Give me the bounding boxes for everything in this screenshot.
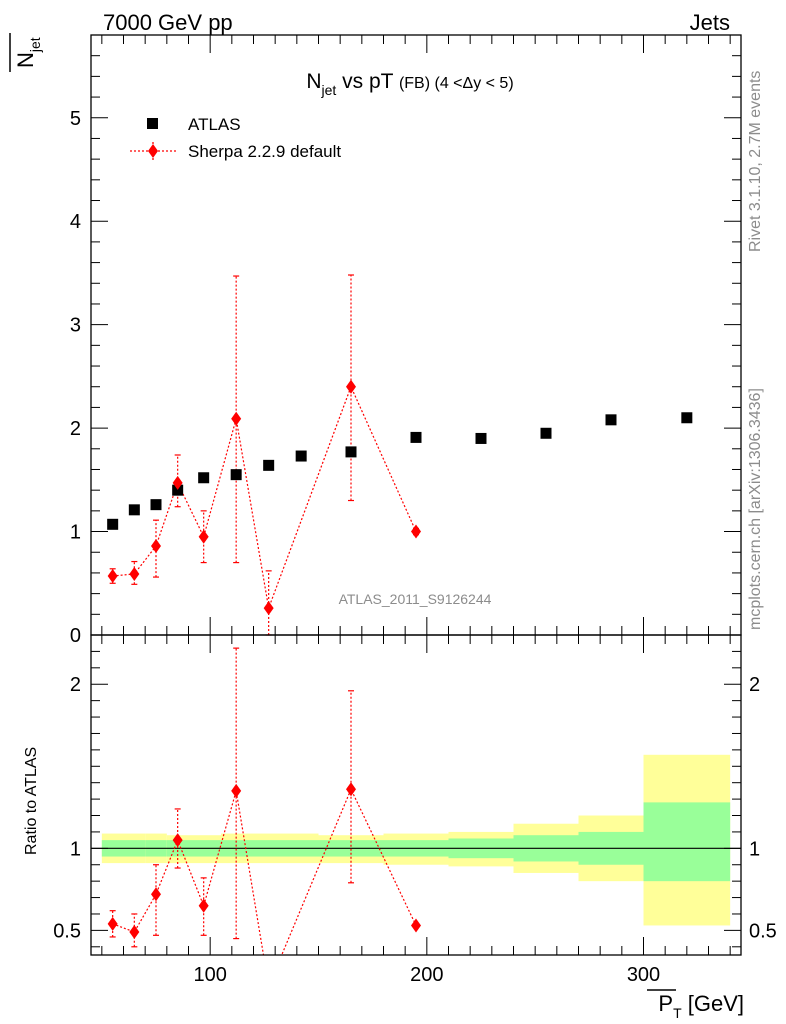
analysis-watermark: ATLAS_2011_S9126244: [339, 591, 492, 607]
sherpa-data-point: [172, 475, 183, 490]
ratio-sherpa-data-point: [231, 783, 242, 798]
atlas-data-point: [198, 472, 210, 484]
sherpa-data-point: [231, 411, 242, 426]
atlas-data-point: [475, 432, 487, 444]
atlas-data-point: [128, 504, 140, 516]
atlas-data-point: [345, 446, 357, 458]
svg-text:Njet: Njet: [13, 37, 43, 68]
ratio-sherpa-data-point: [172, 833, 183, 848]
sherpa-data-point: [263, 601, 274, 616]
legend: ATLAS Sherpa 2.2.9 default: [130, 115, 341, 161]
atlas-data-point: [107, 518, 119, 530]
header-right: Jets: [690, 10, 730, 35]
ratio-sherpa-data-point: [151, 887, 161, 902]
ratio-y-tick-label-left: 0.5: [53, 920, 81, 942]
rivet-label: Rivet 3.1.10, 2.7M events: [747, 71, 764, 252]
y-tick-label: 2: [70, 418, 81, 440]
atlas-data-point: [295, 450, 307, 462]
ratio-y-tick-label-left: 1: [70, 838, 81, 860]
legend-sherpa-label: Sherpa 2.2.9 default: [188, 142, 341, 161]
sherpa-data-point: [411, 524, 421, 539]
y-tick-label: 4: [70, 211, 81, 233]
atlas-data-point: [230, 469, 242, 481]
mcplots-label: mcplots.cern.ch [arXiv:1306.3436]: [747, 388, 764, 630]
atlas-data-point: [172, 484, 184, 496]
uncertainty-band-stat: [643, 802, 731, 882]
ratio-y-tick-label-right: 2: [749, 674, 760, 696]
ratio-y-axis-label: Ratio to ATLAS: [23, 747, 40, 855]
ratio-sherpa-data-point: [129, 925, 140, 940]
sherpa-data-point: [107, 569, 118, 584]
atlas-data-point: [410, 431, 422, 443]
ratio-sherpa-data-point: [346, 782, 356, 797]
y-tick-label: 0: [70, 625, 81, 647]
sherpa-connecting-line: [112, 385, 417, 611]
atlas-data-point: [540, 427, 552, 439]
ratio-sherpa-data-point: [411, 918, 421, 933]
ratio-sherpa-connecting-line: [112, 787, 417, 955]
sherpa-data-point: [198, 529, 209, 544]
atlas-data-point: [605, 414, 617, 426]
atlas-data-point: [681, 412, 693, 424]
svg-text:PT [GeV]: PT [GeV]: [658, 991, 744, 1021]
legend-atlas-label: ATLAS: [188, 115, 241, 134]
main-title: Njet vs pT (FB) (4 <Δy < 5): [306, 70, 513, 98]
atlas-data-point: [263, 459, 275, 471]
ratio-sherpa-data-point: [107, 916, 118, 931]
ratio-y-tick-label-right: 0.5: [749, 920, 777, 942]
sherpa-data-point: [346, 379, 356, 394]
ratio-sherpa-data-point: [198, 898, 209, 913]
x-tick-label: 100: [193, 964, 226, 986]
sherpa-data-point: [129, 566, 140, 581]
ratio-panel: 0.5 0.5 1 1 2 2 100 200 300 Ratio to ATLAS PT [G…: [23, 634, 777, 1021]
y-tick-label: 5: [70, 108, 81, 130]
x-axis-label: PT [GeV]: [647, 989, 744, 1021]
header-left: 7000 GeV pp: [103, 10, 233, 35]
ratio-frame: [90, 634, 742, 956]
y-tick-label: 1: [70, 522, 81, 544]
x-tick-label: 300: [627, 964, 660, 986]
ratio-y-tick-label-left: 2: [70, 674, 81, 696]
x-tick-label: 200: [410, 964, 443, 986]
legend-sherpa-marker: [148, 144, 158, 158]
ratio-y-tick-label-right: 1: [749, 838, 760, 860]
atlas-data-point: [150, 499, 162, 511]
y-tick-label: 3: [70, 315, 81, 337]
main-y-axis-label: Njet: [9, 33, 43, 72]
sherpa-data-point: [151, 539, 161, 554]
legend-atlas-marker: [147, 118, 158, 129]
